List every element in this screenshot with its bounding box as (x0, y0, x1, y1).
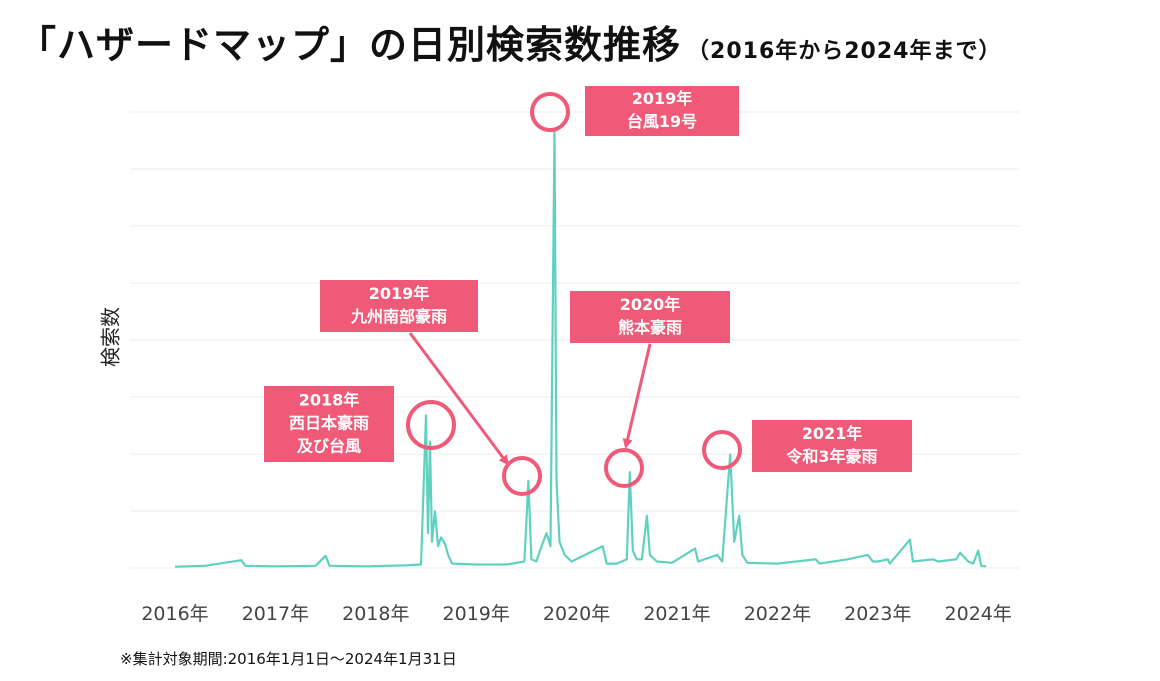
x-tick-label: 2021年 (643, 603, 710, 625)
annotation-arrow (408, 332, 509, 466)
x-tick-label: 2023年 (844, 603, 911, 625)
annotation-arrow (622, 343, 652, 449)
x-tick-label: 2022年 (744, 603, 811, 625)
annotation-label: 2019年 (369, 284, 430, 303)
annotation-label: 2020年 (620, 295, 681, 314)
highlight-circle (406, 400, 456, 450)
annotations-layer: 2018年西日本豪雨及び台風2019年九州南部豪雨2019年台風19号2020年… (264, 86, 912, 496)
annotation-label: 台風19号 (627, 112, 697, 131)
annotation-box (570, 291, 730, 343)
annotation-box (752, 420, 912, 472)
annotation-label: 2021年 (802, 424, 863, 443)
annotation-box (320, 280, 478, 332)
x-tick-label: 2020年 (543, 603, 610, 625)
x-tick-label: 2017年 (242, 603, 309, 625)
title-subtitle: （2016年から2024年まで） (687, 39, 1002, 64)
annotation-label: 及び台風 (297, 437, 361, 456)
y-axis-label: 検索数 (99, 307, 123, 367)
highlight-circle (530, 92, 570, 132)
annotation-label: 九州南部豪雨 (350, 307, 447, 326)
annotation-label: 2018年 (299, 391, 360, 410)
title-main: 「ハザードマップ」の日別検索数推移 (18, 23, 682, 67)
series-layer (174, 130, 987, 568)
annotation-box (585, 86, 739, 136)
footnote: ※集計対象期間:2016年1月1日～2024年1月31日 (120, 650, 457, 668)
annotation-label: 2019年 (632, 89, 693, 108)
x-tick-label: 2016年 (141, 603, 208, 625)
x-tick-label: 2019年 (443, 603, 510, 625)
annotation-label: 令和3年豪雨 (785, 447, 877, 466)
annotation-label: 西日本豪雨 (289, 414, 369, 433)
series-line-0 (174, 130, 987, 568)
annotation-box (264, 386, 394, 462)
x-axis-ticks: 2016年 2017年 2018年 2019年 2020年 2021年 2022年 2023年… (141, 603, 1012, 625)
highlight-circle (702, 430, 742, 470)
highlight-circle (502, 456, 542, 496)
x-tick-label: 2024年 (945, 603, 1012, 625)
highlight-circle (604, 448, 644, 488)
x-tick-label: 2018年 (342, 603, 409, 625)
grid-lines (130, 111, 1020, 569)
chart-title: 「ハザードマップ」の日別検索数推移 （2016年から2024年まで） (18, 14, 1001, 69)
annotation-label: 熊本豪雨 (618, 318, 682, 337)
